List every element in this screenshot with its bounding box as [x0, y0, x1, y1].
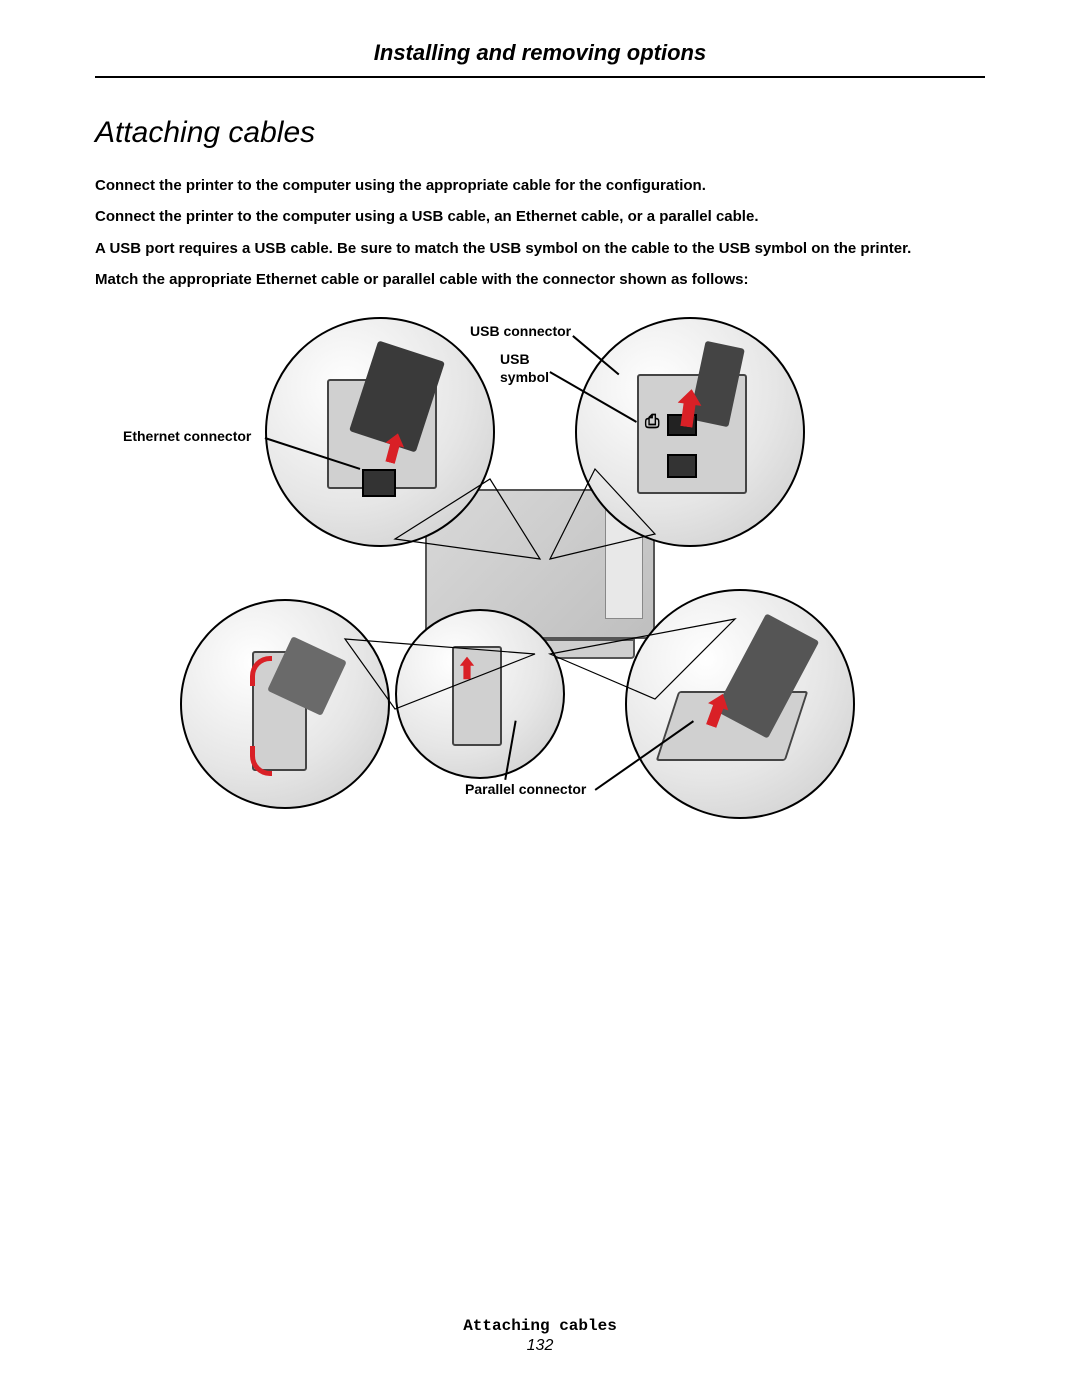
footer-page-number: 132 — [0, 1337, 1080, 1355]
detail-circle-ethernet — [265, 317, 495, 547]
paragraph-3: A USB port requires a USB cable. Be sure… — [95, 237, 985, 260]
page-header: Installing and removing options — [95, 40, 985, 76]
footer-title: Attaching cables — [0, 1317, 1080, 1335]
section-title: Attaching cables — [95, 116, 985, 150]
label-ethernet-connector: Ethernet connector — [123, 428, 251, 446]
detail-circle-parallel-clip — [180, 599, 390, 809]
detail-circle-parallel-port — [395, 609, 565, 779]
label-usb-connector: USB connector — [470, 323, 571, 341]
label-usb-symbol: USB symbol — [500, 351, 549, 386]
label-parallel-connector: Parallel connector — [465, 781, 586, 799]
detail-circle-usb: ⎙ — [575, 317, 805, 547]
paragraph-2: Connect the printer to the computer usin… — [95, 205, 985, 228]
diagram: ⎙ USB connector USB symbol Ethernet conn… — [95, 309, 985, 869]
paragraph-1: Connect the printer to the computer usin… — [95, 174, 985, 197]
detail-circle-parallel-plug — [625, 589, 855, 819]
paragraph-4: Match the appropriate Ethernet cable or … — [95, 268, 985, 291]
header-rule — [95, 76, 985, 78]
page-footer: Attaching cables 132 — [0, 1317, 1080, 1355]
